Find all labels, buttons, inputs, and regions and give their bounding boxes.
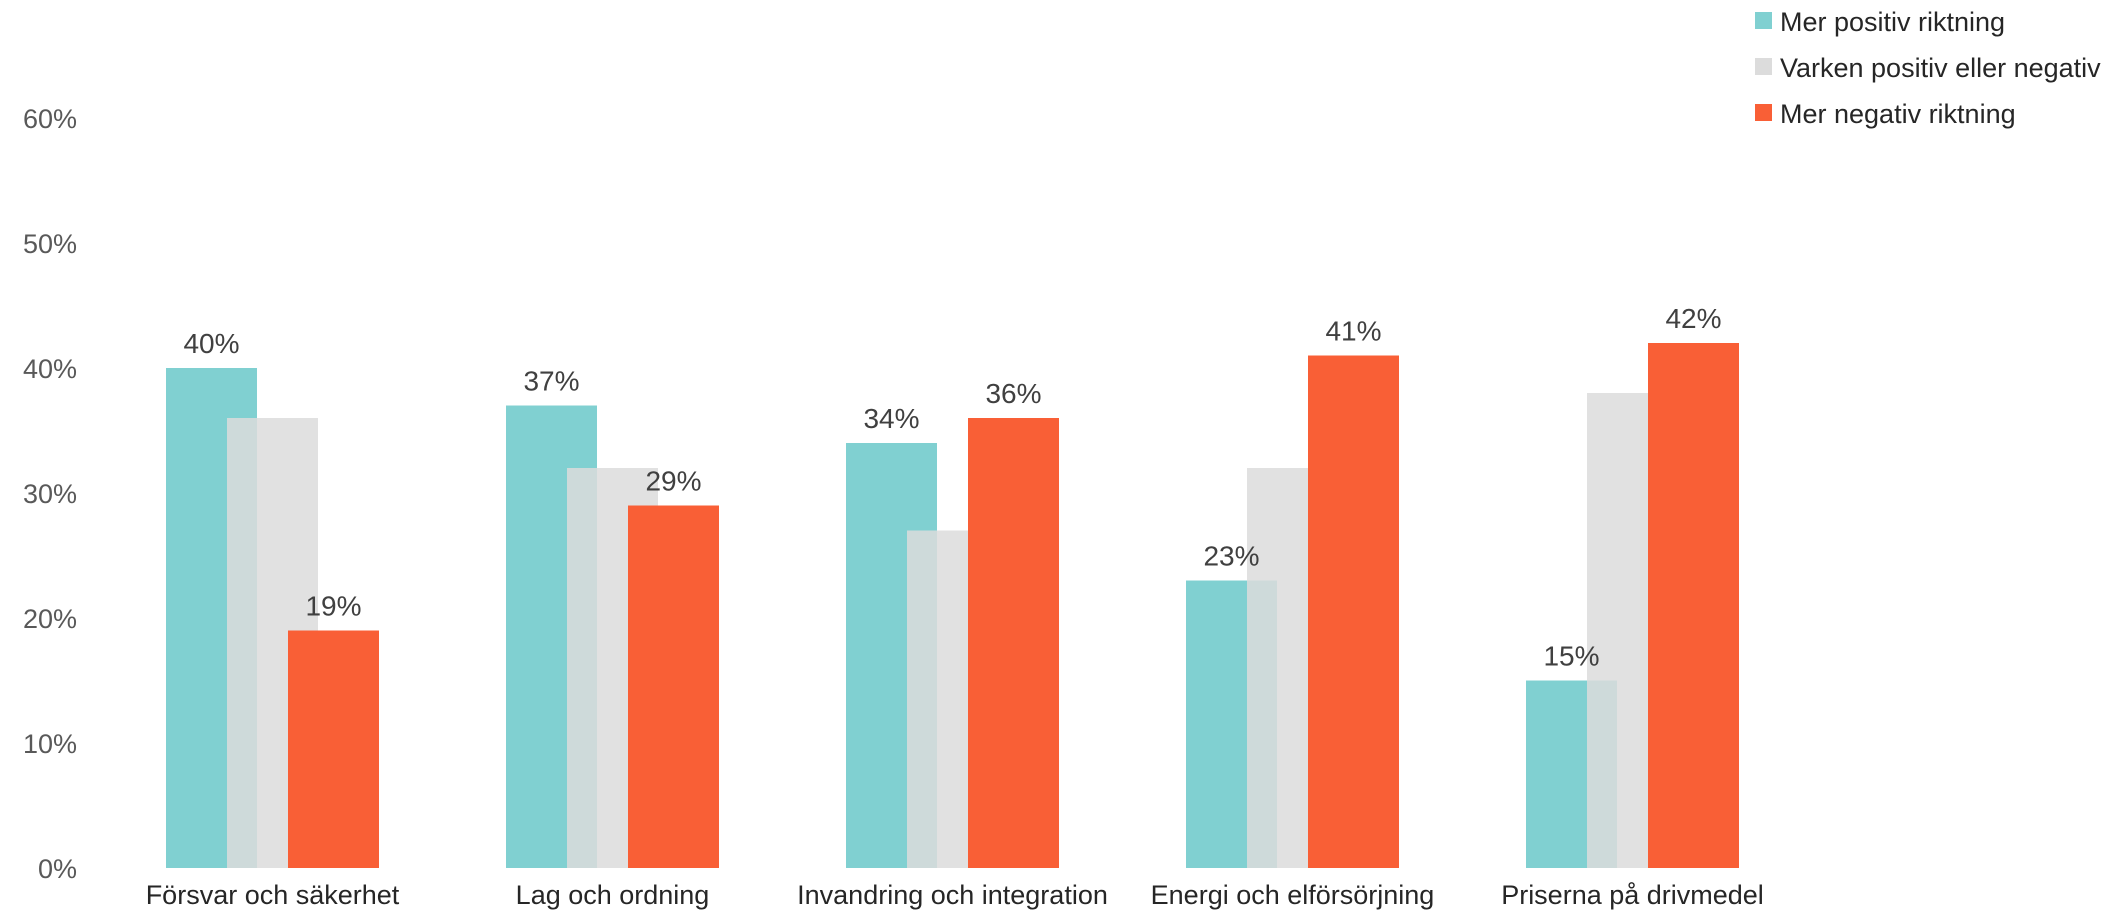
y-axis: 0% 10% 20% 30% 40% 50% 60% — [23, 104, 77, 884]
y-tick-label: 0% — [38, 854, 77, 884]
bar-series-3[interactable] — [628, 505, 719, 869]
x-category-label: Försvar och säkerhet — [146, 880, 400, 910]
x-category-label: Energi och elförsörjning — [1151, 880, 1435, 910]
x-category-label: Lag och ordning — [516, 880, 710, 910]
y-tick-label: 20% — [23, 604, 77, 634]
bars-layer — [166, 343, 1739, 868]
y-tick-label: 50% — [23, 229, 77, 259]
y-tick-label: 60% — [23, 104, 77, 134]
data-labels-layer: 40% 19% 37% 29% 34% 36% 23% 41% 15% 42% — [183, 303, 1721, 672]
data-label: 42% — [1665, 303, 1721, 334]
x-category-label: Priserna på drivmedel — [1501, 880, 1764, 910]
data-label: 15% — [1543, 641, 1599, 672]
data-label: 40% — [183, 328, 239, 359]
bar-series-3[interactable] — [1648, 343, 1739, 868]
y-tick-label: 10% — [23, 729, 77, 759]
y-tick-label: 40% — [23, 354, 77, 384]
x-category-label: Invandring och integration — [797, 880, 1108, 910]
legend-label: Mer negativ riktning — [1780, 99, 2016, 129]
legend-label: Mer positiv riktning — [1780, 7, 2005, 37]
legend-swatch — [1755, 104, 1772, 121]
data-label: 19% — [305, 591, 361, 622]
data-label: 41% — [1325, 316, 1381, 347]
bar-series-3[interactable] — [968, 418, 1059, 868]
data-label: 23% — [1203, 541, 1259, 572]
y-tick-label: 30% — [23, 479, 77, 509]
data-label: 36% — [985, 378, 1041, 409]
bar-series-3[interactable] — [288, 630, 379, 869]
bar-series-3[interactable] — [1308, 355, 1399, 869]
legend-swatch — [1755, 12, 1772, 29]
data-label: 34% — [863, 403, 919, 434]
legend-swatch — [1755, 58, 1772, 75]
legend: Mer positiv riktning Varken positiv eller… — [1755, 7, 2101, 129]
legend-label: Varken positiv eller negativ — [1780, 53, 2101, 83]
data-label: 29% — [645, 466, 701, 497]
data-label: 37% — [523, 366, 579, 397]
x-axis: Försvar och säkerhet Lag och ordning Invan… — [146, 880, 1764, 910]
